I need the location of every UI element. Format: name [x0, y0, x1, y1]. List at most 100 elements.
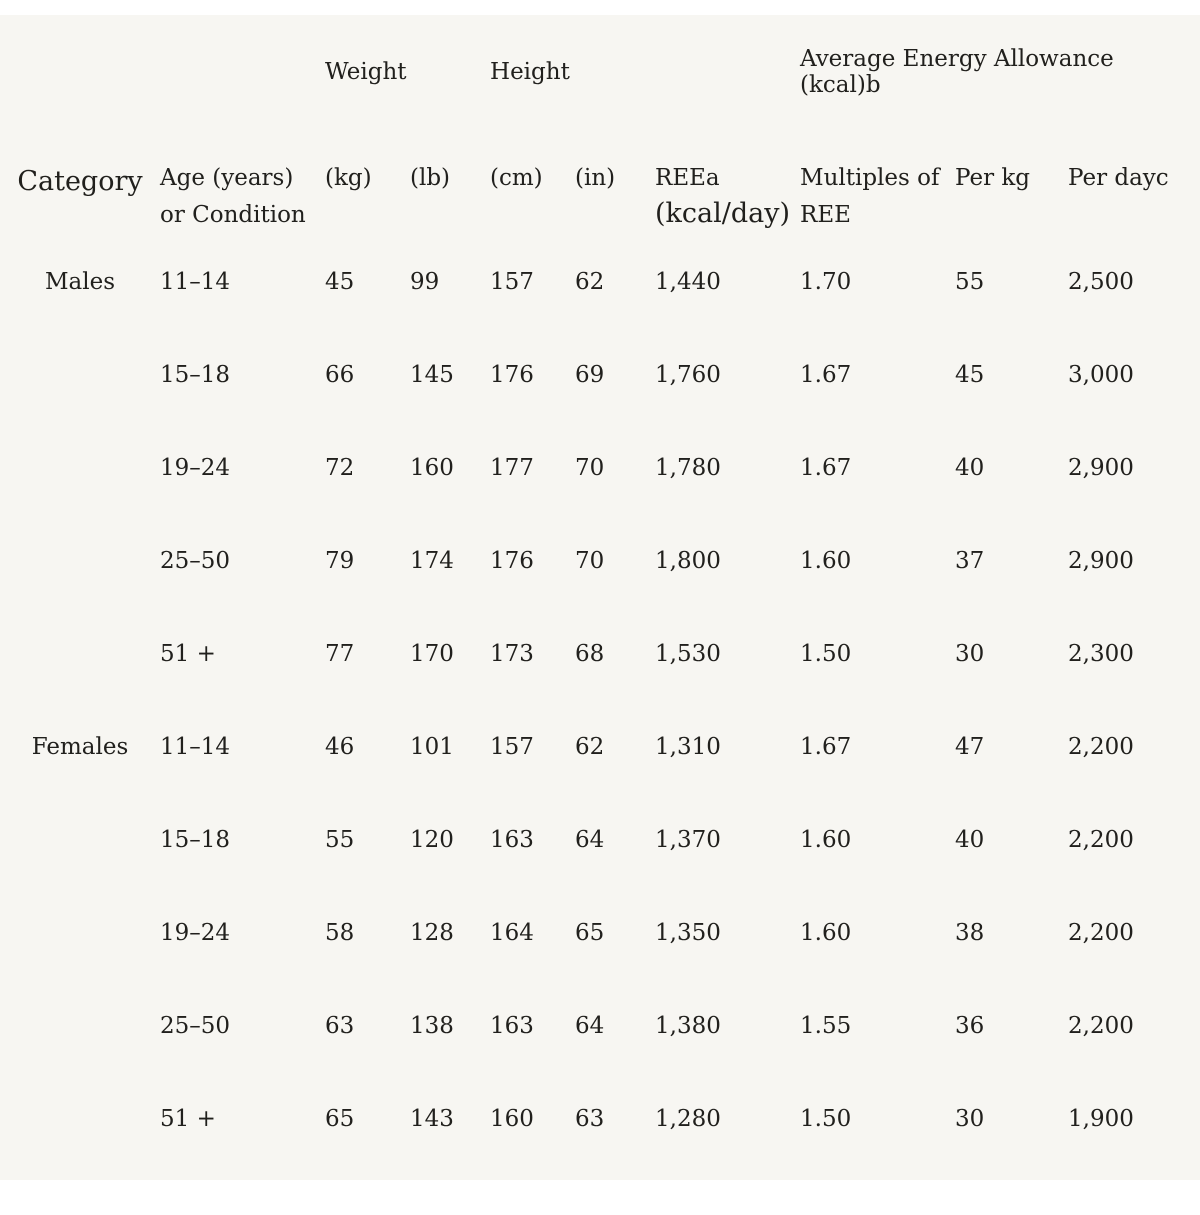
value-cell: 1,780 — [655, 455, 721, 481]
value-cell: 1,350 — [655, 920, 721, 946]
table-body: Males 11–14 45 99 157 62 1,440 1.70 55 2,500 15–18… — [0, 242, 1200, 1172]
value-cell: 19–24 — [160, 920, 231, 946]
category-cell — [0, 986, 160, 1079]
value-cell: 1.50 — [800, 1106, 852, 1132]
category-cell: Males — [44, 269, 116, 295]
value-cell: 170 — [410, 641, 454, 667]
table-row: 15–18 66 145 176 69 1,760 1.67 45 3,000 — [0, 335, 1200, 428]
column-header-label: Category — [17, 166, 143, 197]
table-row: 25–50 63 138 163 64 1,380 1.55 36 2,200 — [0, 986, 1200, 1079]
column-header: Per kg — [955, 130, 1068, 242]
value-cell: 160 — [490, 1106, 534, 1132]
value-cell: 25–50 — [160, 548, 231, 574]
header-group-cell — [655, 15, 800, 130]
value-cell: 47 — [955, 734, 985, 760]
energy-allowance-table: Weight Height Average Energy Allowance (kc… — [0, 15, 1200, 1172]
column-header-label: Per dayc — [1068, 165, 1169, 191]
category-cell — [0, 428, 160, 521]
table-row: 15–18 55 120 163 64 1,370 1.60 40 2,200 — [0, 800, 1200, 893]
column-header-label: (kg) — [325, 165, 372, 191]
column-header-label: Multiples of REE — [800, 165, 940, 228]
table-row: Females 11–14 46 101 157 62 1,310 1.67 47 2,200 — [0, 707, 1200, 800]
value-cell: 70 — [575, 455, 605, 481]
column-header-row: Category Age (years) or Condition (kg) (lb)… — [0, 130, 1200, 242]
value-cell: 2,900 — [1068, 548, 1134, 574]
value-cell: 65 — [325, 1106, 355, 1132]
category-cell — [0, 1079, 160, 1172]
value-cell: 157 — [490, 734, 534, 760]
value-cell: 51 + — [160, 1106, 216, 1132]
value-cell: 2,300 — [1068, 641, 1134, 667]
category-cell — [0, 614, 160, 707]
value-cell: 1,530 — [655, 641, 721, 667]
header-group-cell: Height — [490, 58, 570, 85]
value-cell: 1,380 — [655, 1013, 721, 1039]
value-cell: 63 — [325, 1013, 355, 1039]
value-cell: 64 — [575, 1013, 605, 1039]
column-header-label: REEa — [655, 165, 720, 191]
value-cell: 68 — [575, 641, 605, 667]
value-cell: 15–18 — [160, 827, 231, 853]
value-cell: 51 + — [160, 641, 216, 667]
value-cell: 19–24 — [160, 455, 231, 481]
value-cell: 69 — [575, 362, 605, 388]
column-header: Category — [0, 130, 160, 242]
value-cell: 62 — [575, 269, 605, 295]
value-cell: 160 — [410, 455, 454, 481]
value-cell: 30 — [955, 1106, 985, 1132]
table-row: 19–24 58 128 164 65 1,350 1.60 38 2,200 — [0, 893, 1200, 986]
value-cell: 174 — [410, 548, 454, 574]
value-cell: 1.60 — [800, 548, 852, 574]
column-header: (in) — [575, 130, 655, 242]
value-cell: 45 — [955, 362, 985, 388]
table-row: 51 + 77 170 173 68 1,530 1.50 30 2,300 — [0, 614, 1200, 707]
value-cell: 36 — [955, 1013, 985, 1039]
value-cell: 176 — [490, 362, 534, 388]
value-cell: 1.67 — [800, 362, 852, 388]
value-cell: 1,370 — [655, 827, 721, 853]
value-cell: 25–50 — [160, 1013, 231, 1039]
value-cell: 64 — [575, 827, 605, 853]
value-cell: 1.70 — [800, 269, 852, 295]
table-row: 25–50 79 174 176 70 1,800 1.60 37 2,900 — [0, 521, 1200, 614]
header-group-cell — [0, 15, 325, 130]
category-cell: Females — [31, 734, 129, 760]
value-cell: 45 — [325, 269, 355, 295]
value-cell: 55 — [325, 827, 355, 853]
value-cell: 2,500 — [1068, 269, 1134, 295]
value-cell: 164 — [490, 920, 534, 946]
value-cell: 30 — [955, 641, 985, 667]
header-group-row: Weight Height Average Energy Allowance (kc… — [0, 15, 1200, 130]
value-cell: 1.60 — [800, 920, 852, 946]
value-cell: 70 — [575, 548, 605, 574]
value-cell: 145 — [410, 362, 454, 388]
value-cell: 65 — [575, 920, 605, 946]
column-header: (cm) — [490, 130, 575, 242]
column-header-label: (in) — [575, 165, 616, 191]
value-cell: 40 — [955, 455, 985, 481]
value-cell: 15–18 — [160, 362, 231, 388]
value-cell: 157 — [490, 269, 534, 295]
table-row: 19–24 72 160 177 70 1,780 1.67 40 2,900 — [0, 428, 1200, 521]
value-cell: 1,800 — [655, 548, 721, 574]
value-cell: 138 — [410, 1013, 454, 1039]
category-cell — [0, 521, 160, 614]
value-cell: 77 — [325, 641, 355, 667]
value-cell: 2,200 — [1068, 1013, 1134, 1039]
value-cell: 101 — [410, 734, 454, 760]
value-cell: 62 — [575, 734, 605, 760]
value-cell: 1,440 — [655, 269, 721, 295]
value-cell: 3,000 — [1068, 362, 1134, 388]
column-header: (lb) — [410, 130, 490, 242]
value-cell: 1,900 — [1068, 1106, 1134, 1132]
table-panel: Weight Height Average Energy Allowance (kc… — [0, 15, 1200, 1180]
value-cell: 1,280 — [655, 1106, 721, 1132]
value-cell: 55 — [955, 269, 985, 295]
value-cell: 11–14 — [160, 734, 231, 760]
column-header-label: Per kg — [955, 165, 1031, 191]
column-header: Per dayc — [1068, 130, 1200, 242]
value-cell: 176 — [490, 548, 534, 574]
value-cell: 177 — [490, 455, 534, 481]
value-cell: 120 — [410, 827, 454, 853]
value-cell: 2,200 — [1068, 827, 1134, 853]
